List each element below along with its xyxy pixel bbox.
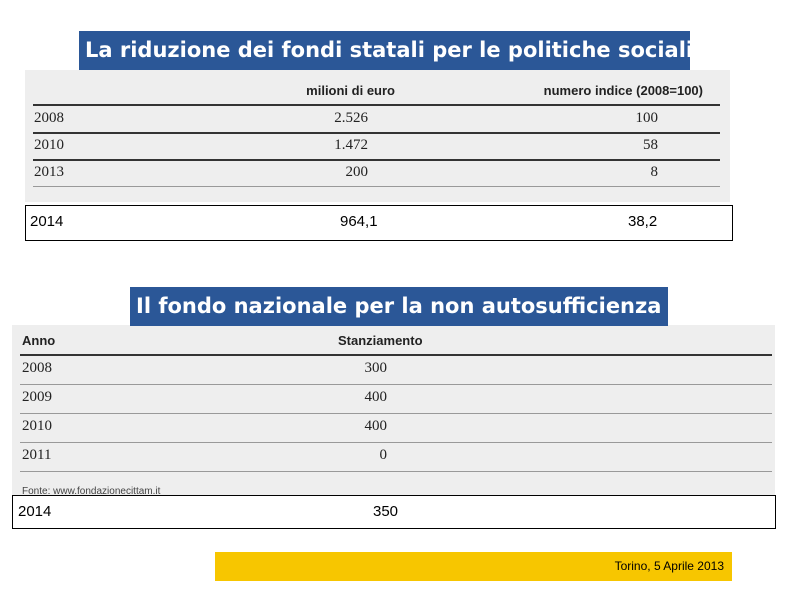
column-header: Anno <box>22 333 56 348</box>
source: Fonte: www.fondazionecittam.it <box>22 486 161 497</box>
cell: 964,1 <box>340 213 378 230</box>
rule <box>33 104 720 106</box>
added-row-box <box>25 205 733 241</box>
cell: 2014 <box>18 503 52 520</box>
cell: 300 <box>364 360 388 376</box>
cell: 400 <box>364 418 388 434</box>
cell: 400 <box>364 389 388 405</box>
rule <box>20 413 772 414</box>
rule <box>20 442 772 443</box>
table-title: Il fondo nazionale per la non autosuffic… <box>130 287 668 326</box>
cell: 2008 <box>34 110 64 126</box>
cell: 2011 <box>22 447 52 463</box>
cell: 0 <box>379 447 388 463</box>
rule <box>33 186 720 187</box>
cell: 38,2 <box>628 213 658 230</box>
rule <box>20 384 772 385</box>
table-panel <box>12 325 775 497</box>
cell: 100 <box>635 110 659 126</box>
cell: 2010 <box>22 418 52 434</box>
rule <box>20 354 772 356</box>
column-header: milioni di euro <box>306 83 395 98</box>
cell: 8 <box>650 164 659 180</box>
column-header: Stanziamento <box>338 333 423 348</box>
footer-bar <box>215 552 732 581</box>
rule <box>33 132 720 134</box>
added-row-box <box>12 495 776 529</box>
cell: 2009 <box>22 389 52 405</box>
rule <box>33 159 720 161</box>
cell: 1.472 <box>334 137 368 153</box>
table-title: La riduzione dei fondi statali per le po… <box>79 31 794 70</box>
cell: 2.526 <box>334 110 368 126</box>
cell: 2010 <box>34 137 64 153</box>
cell: 58 <box>643 137 658 153</box>
column-header: numero indice (2008=100) <box>543 83 703 98</box>
cell: 350 <box>373 503 399 520</box>
rule <box>20 471 772 472</box>
cell: 2014 <box>30 213 64 230</box>
cell: 2008 <box>22 360 52 376</box>
cell: 200 <box>345 164 369 180</box>
table-panel <box>25 70 730 202</box>
cell: 2013 <box>34 164 64 180</box>
footer-text: Torino, 5 Aprile 2013 <box>614 559 724 573</box>
